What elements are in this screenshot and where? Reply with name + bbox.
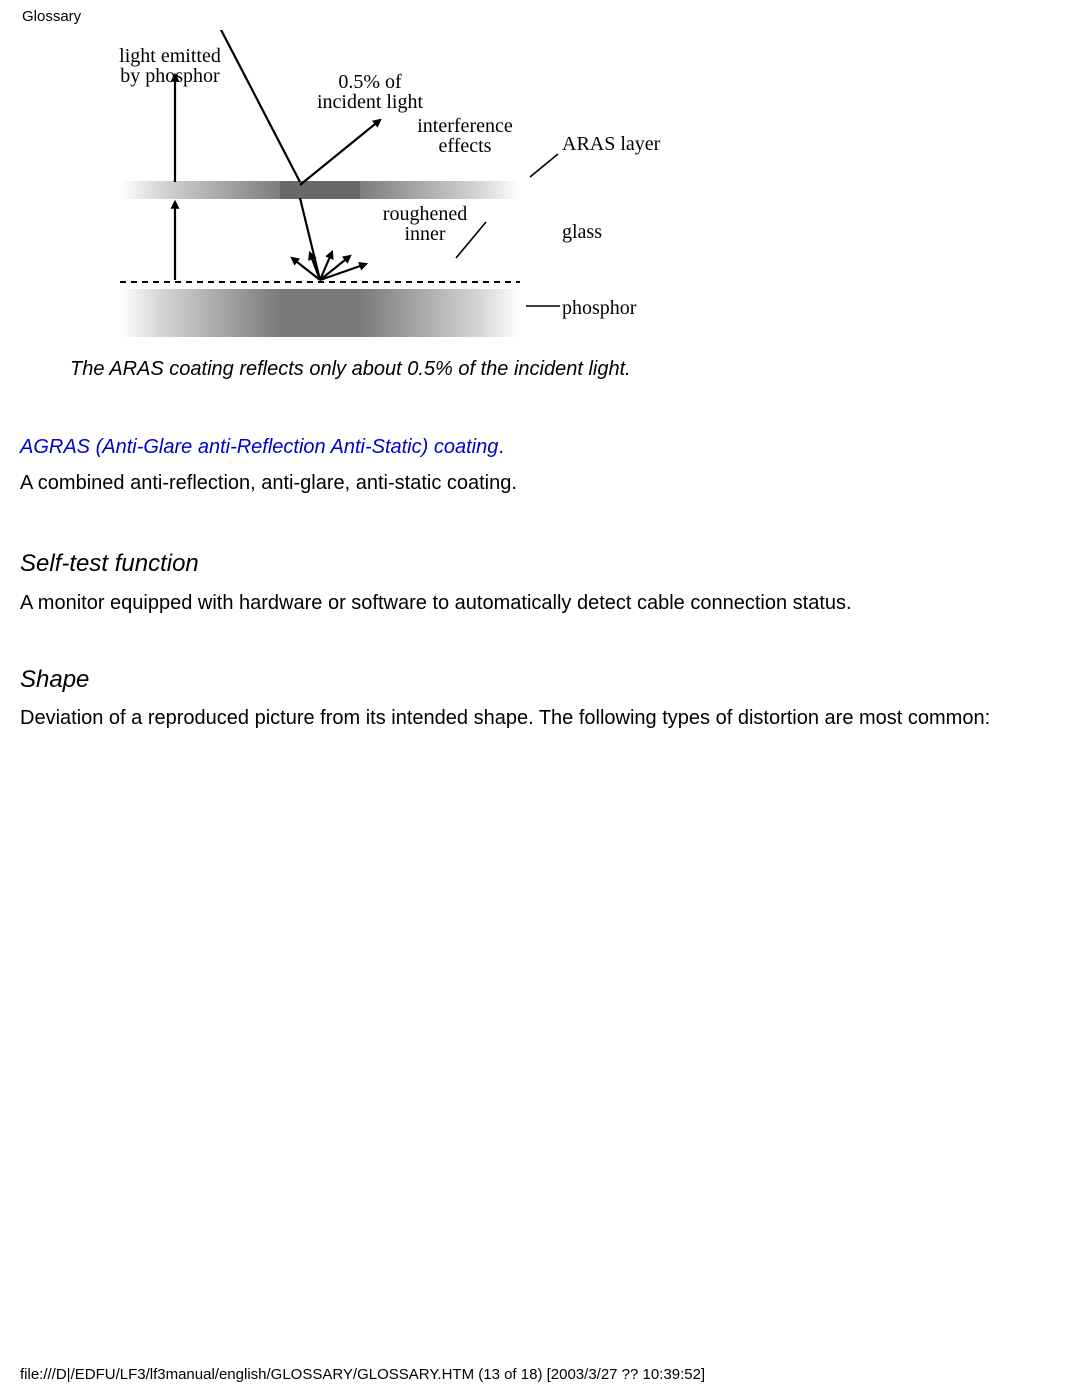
agras-link-dot: . [498, 436, 504, 458]
svg-text:0.5% ofincident light: 0.5% ofincident light [317, 71, 424, 113]
shape-description: Deviation of a reproduced picture from i… [20, 706, 1020, 731]
agras-description: A combined anti-reflection, anti-glare, … [20, 472, 517, 495]
svg-text:phosphor: phosphor [562, 297, 637, 319]
aras-diagram-svg: light emittedby phosphor 0.5% ofincident … [70, 30, 710, 350]
page-header-title: Glossary [22, 8, 81, 25]
svg-text:light emittedby phosphor: light emittedby phosphor [119, 45, 221, 87]
page-footer-path: file:///D|/EDFU/LF3/lf3manual/english/GL… [20, 1366, 705, 1383]
svg-text:roughenedinner: roughenedinner [383, 203, 467, 245]
shape-heading: Shape [20, 666, 89, 694]
selftest-heading: Self-test function [20, 550, 199, 578]
selftest-description: A monitor equipped with hardware or soft… [20, 592, 852, 615]
svg-text:interferenceeffects: interferenceeffects [417, 115, 513, 157]
aras-diagram: light emittedby phosphor 0.5% ofincident … [70, 30, 710, 350]
svg-text:glass: glass [562, 221, 602, 243]
glossary-page: Glossary light emittedby phosphor 0.5% of… [0, 0, 1080, 1397]
agras-link[interactable]: AGRAS (Anti-Glare anti-Reflection Anti-S… [20, 436, 504, 459]
agras-link-text: AGRAS (Anti-Glare anti-Reflection Anti-S… [20, 436, 498, 458]
diagram-caption: The ARAS coating reflects only about 0.5… [70, 358, 631, 381]
svg-text:ARAS layer: ARAS layer [562, 133, 661, 155]
